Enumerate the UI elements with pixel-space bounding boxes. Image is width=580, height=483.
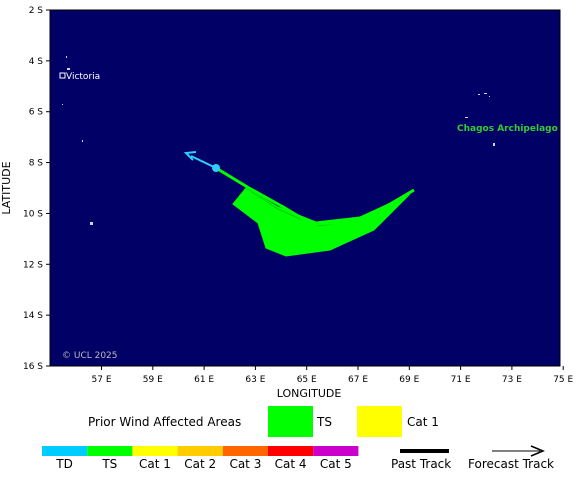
scale-label: TS xyxy=(101,457,117,471)
past-track-label: Past Track xyxy=(391,457,451,471)
scale-swatch xyxy=(268,446,314,456)
latitude-axis: 2 S 4 S 6 S 8 S 10 S 12 S 14 S 16 S xyxy=(23,6,50,372)
scale-swatch xyxy=(313,446,359,456)
scale-label: TD xyxy=(55,457,73,471)
scale-label: Cat 2 xyxy=(184,457,216,471)
scale-swatch xyxy=(177,446,223,456)
wind-areas-legend: Prior Wind Affected Areas TS Cat 1 xyxy=(88,406,439,437)
past-track-line xyxy=(215,166,415,230)
longitude-tick-label: 65 E xyxy=(297,375,317,385)
scale-label: Cat 5 xyxy=(320,457,352,471)
scale-swatch xyxy=(87,446,133,456)
forecast-track-label: Forecast Track xyxy=(468,457,554,471)
intensity-scale: TD TS Cat 1 Cat 2 Cat 3 Cat 4 Cat 5 xyxy=(42,446,359,471)
latitude-tick-label: 14 S xyxy=(23,311,43,321)
longitude-tick-label: 59 E xyxy=(143,375,163,385)
longitude-tick-label: 61 E xyxy=(194,375,214,385)
place-victoria-label: Victoria xyxy=(66,72,100,82)
forecast-track-line xyxy=(190,155,217,169)
map-panel: Victoria Chagos Archipelago © UCL 2025 xyxy=(49,9,561,367)
wind-area-ts xyxy=(232,187,411,257)
forecast-track-sample-arrow xyxy=(530,445,545,457)
place-victoria: Victoria xyxy=(59,72,100,82)
latitude-tick-label: 6 S xyxy=(29,108,44,118)
latitude-tick-label: 16 S xyxy=(23,362,43,372)
land-specks xyxy=(62,56,495,225)
wind-area-label-ts: TS xyxy=(316,415,332,429)
wind-area-swatch-cat1 xyxy=(357,406,402,437)
scale-label: Cat 4 xyxy=(275,457,307,471)
longitude-axis-title: LONGITUDE xyxy=(277,387,342,400)
longitude-tick-label: 73 E xyxy=(502,375,522,385)
latitude-tick-label: 12 S xyxy=(23,260,43,270)
place-victoria-marker xyxy=(59,72,66,79)
forecast-arrow-head xyxy=(183,151,197,161)
map-frame xyxy=(49,9,561,367)
latitude-tick-label: 8 S xyxy=(29,159,44,169)
longitude-tick-label: 57 E xyxy=(92,375,112,385)
longitude-tick-label: 69 E xyxy=(399,375,419,385)
wind-area-swatch-ts xyxy=(268,406,313,437)
longitude-tick-label: 75 E xyxy=(553,375,573,385)
scale-label: Cat 3 xyxy=(229,457,261,471)
scale-swatch xyxy=(42,446,88,456)
storm-current-position xyxy=(212,164,220,172)
scale-swatch xyxy=(222,446,268,456)
wind-area-label-cat1: Cat 1 xyxy=(407,415,439,429)
scale-label: Cat 1 xyxy=(139,457,171,471)
place-chagos-label: Chagos Archipelago xyxy=(457,124,558,134)
ocean-background xyxy=(50,10,560,366)
longitude-tick-label: 71 E xyxy=(451,375,471,385)
longitude-tick-label: 67 E xyxy=(348,375,368,385)
credit-text: © UCL 2025 xyxy=(62,351,118,361)
longitude-axis: 57 E 59 E 61 E 63 E 65 E 67 E 69 E 71 E 73 E 75 E xyxy=(92,366,574,385)
latitude-tick-label: 10 S xyxy=(23,209,43,219)
latitude-axis-title: LATITUDE xyxy=(0,161,13,214)
latitude-tick-label: 2 S xyxy=(29,6,44,16)
latitude-tick-label: 4 S xyxy=(29,57,44,67)
scale-swatch xyxy=(132,446,178,456)
wind-areas-legend-title: Prior Wind Affected Areas xyxy=(88,415,241,429)
longitude-tick-label: 63 E xyxy=(245,375,265,385)
track-legend: Past Track Forecast Track xyxy=(391,445,554,471)
